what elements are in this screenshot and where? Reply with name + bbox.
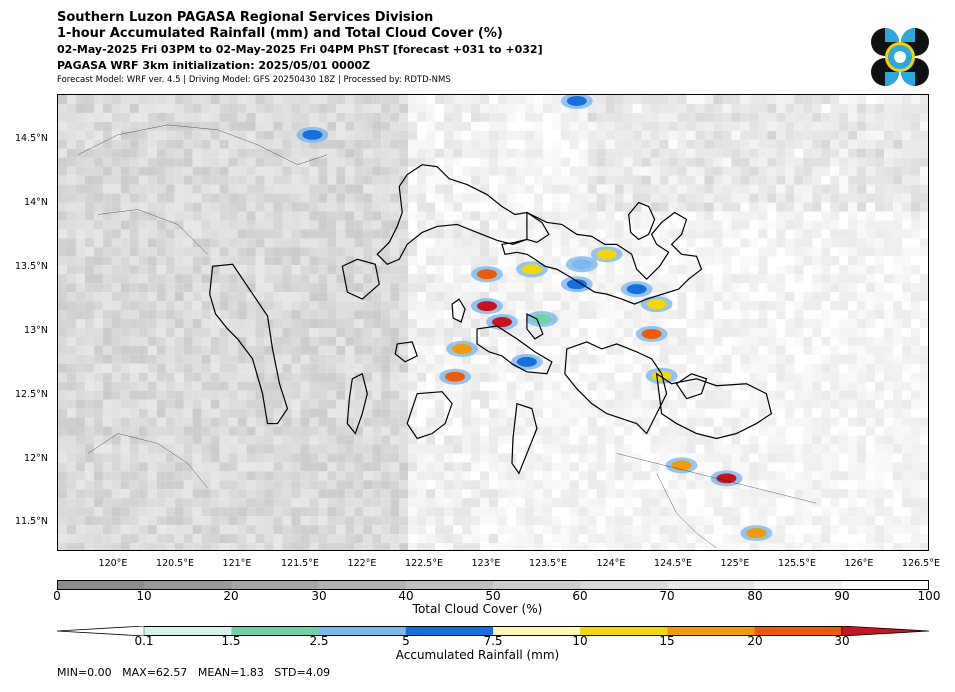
cloud-tick: 30 xyxy=(311,589,327,603)
rainfall-cloud-map xyxy=(57,94,929,551)
rain-colorbar-swatch xyxy=(580,626,668,636)
rain-tick: 20 xyxy=(747,634,763,648)
initialization-info: PAGASA WRF 3km initialization: 2025/05/0… xyxy=(57,59,371,72)
lon-label: 124°E xyxy=(596,558,626,569)
ticao xyxy=(526,313,544,340)
mindoro xyxy=(209,263,289,425)
lon-label: 123°E xyxy=(471,558,501,569)
cloud-colorbar-swatch xyxy=(57,580,145,590)
sibuyan xyxy=(394,341,418,363)
rain-tick: 1.5 xyxy=(221,634,241,648)
cloud-cover-layer xyxy=(58,95,928,550)
cloud-colorbar-swatch xyxy=(754,580,843,590)
rain-tick: 10 xyxy=(572,634,588,648)
panay xyxy=(406,391,453,440)
eastern-coast xyxy=(655,372,773,440)
lon-label: 122.5°E xyxy=(405,558,443,569)
leyte-north xyxy=(511,402,538,475)
cloud-tick: 0 xyxy=(53,589,61,603)
lon-label: 120.5°E xyxy=(156,558,194,569)
forecast-period: 02-May-2025 Fri 03PM to 02-May-2025 Fri … xyxy=(57,43,543,56)
catanduanes xyxy=(628,201,656,241)
samar-east xyxy=(675,373,708,400)
rain-tick: 30 xyxy=(834,634,850,648)
cloud-tick: 70 xyxy=(659,589,675,603)
cloud-tick: 20 xyxy=(223,589,239,603)
map-subtitle: 1-hour Accumulated Rainfall (mm) and Tot… xyxy=(57,26,503,41)
cloud-colorbar-swatch xyxy=(144,580,232,590)
lat-label: 13.5°N xyxy=(14,261,48,272)
lat-label: 12.5°N xyxy=(14,389,48,400)
cloud-tick: 90 xyxy=(834,589,850,603)
lon-label: 122°E xyxy=(347,558,377,569)
rain-tick: 2.5 xyxy=(309,634,329,648)
coastline-layer xyxy=(209,164,773,475)
lat-label: 12°N xyxy=(24,453,48,464)
pagasa-logo-icon xyxy=(871,28,929,86)
samar xyxy=(564,341,668,435)
rain-tick: 5 xyxy=(402,634,410,648)
cloud-tick: 80 xyxy=(747,589,763,603)
rain-colorbar-swatch xyxy=(754,626,843,636)
masbate xyxy=(476,325,553,375)
rain-colorbar-swatch xyxy=(144,626,232,636)
rainfall-layer xyxy=(296,95,773,542)
cloud-tick: 50 xyxy=(485,589,501,603)
burias xyxy=(451,298,466,323)
rain-colorbar-min-arrow xyxy=(57,626,145,636)
marinduque xyxy=(341,258,380,300)
lat-label: 13°N xyxy=(24,325,48,336)
cloud-colorbar-swatch xyxy=(667,580,756,590)
luzon-coast-north xyxy=(376,164,550,265)
cloud-colorbar-swatch xyxy=(580,580,668,590)
lon-label: 125°E xyxy=(720,558,750,569)
rain-tick: 7.5 xyxy=(483,634,503,648)
lat-label: 14.5°N xyxy=(14,133,48,144)
cloud-colorbar-swatch xyxy=(841,580,929,590)
rain-colorbar-swatch xyxy=(231,626,320,636)
cloud-colorbar-swatch xyxy=(318,580,407,590)
map-title: Southern Luzon PAGASA Regional Services … xyxy=(57,10,434,25)
rain-colorbar-swatch xyxy=(667,626,756,636)
rain-tick: 15 xyxy=(659,634,675,648)
cloud-tick: 40 xyxy=(398,589,414,603)
cloud-colorbar-swatch xyxy=(405,580,494,590)
rain-colorbar-swatch xyxy=(493,626,581,636)
rain-colorbar-label: Accumulated Rainfall (mm) xyxy=(395,648,560,662)
cloud-tick: 100 xyxy=(917,589,941,603)
lon-label: 126.5°E xyxy=(902,558,940,569)
rain-colorbar-swatch xyxy=(318,626,407,636)
lat-label: 11.5°N xyxy=(14,516,48,527)
cloud-colorbar-swatch xyxy=(231,580,320,590)
model-info: Forecast Model: WRF ver. 4.5 | Driving M… xyxy=(57,75,451,85)
cloud-colorbar-swatch xyxy=(493,580,581,590)
rain-colorbar-max-arrow xyxy=(841,626,929,636)
lon-label: 125.5°E xyxy=(778,558,816,569)
lon-label: 121.5°E xyxy=(281,558,319,569)
cloud-tick: 60 xyxy=(572,589,588,603)
bicol-peninsula xyxy=(501,211,703,305)
cloud-tick: 10 xyxy=(136,589,152,603)
rain-tick: 0.1 xyxy=(134,634,154,648)
cloud-cover-colorbar xyxy=(57,580,929,590)
lon-label: 121°E xyxy=(222,558,252,569)
lon-label: 124.5°E xyxy=(654,558,692,569)
rainfall-colorbar xyxy=(57,626,929,636)
province-borders xyxy=(77,124,817,549)
statistics-summary: MIN=0.00 MAX=62.57 MEAN=1.83 STD=4.09 xyxy=(57,666,331,679)
romblon-tablas xyxy=(346,372,368,435)
lon-label: 120°E xyxy=(98,558,128,569)
lon-label: 126°E xyxy=(844,558,874,569)
lat-label: 14°N xyxy=(24,197,48,208)
cloud-colorbar-label: Total Cloud Cover (%) xyxy=(412,602,543,616)
rain-colorbar-swatch xyxy=(405,626,494,636)
lon-label: 123.5°E xyxy=(529,558,567,569)
